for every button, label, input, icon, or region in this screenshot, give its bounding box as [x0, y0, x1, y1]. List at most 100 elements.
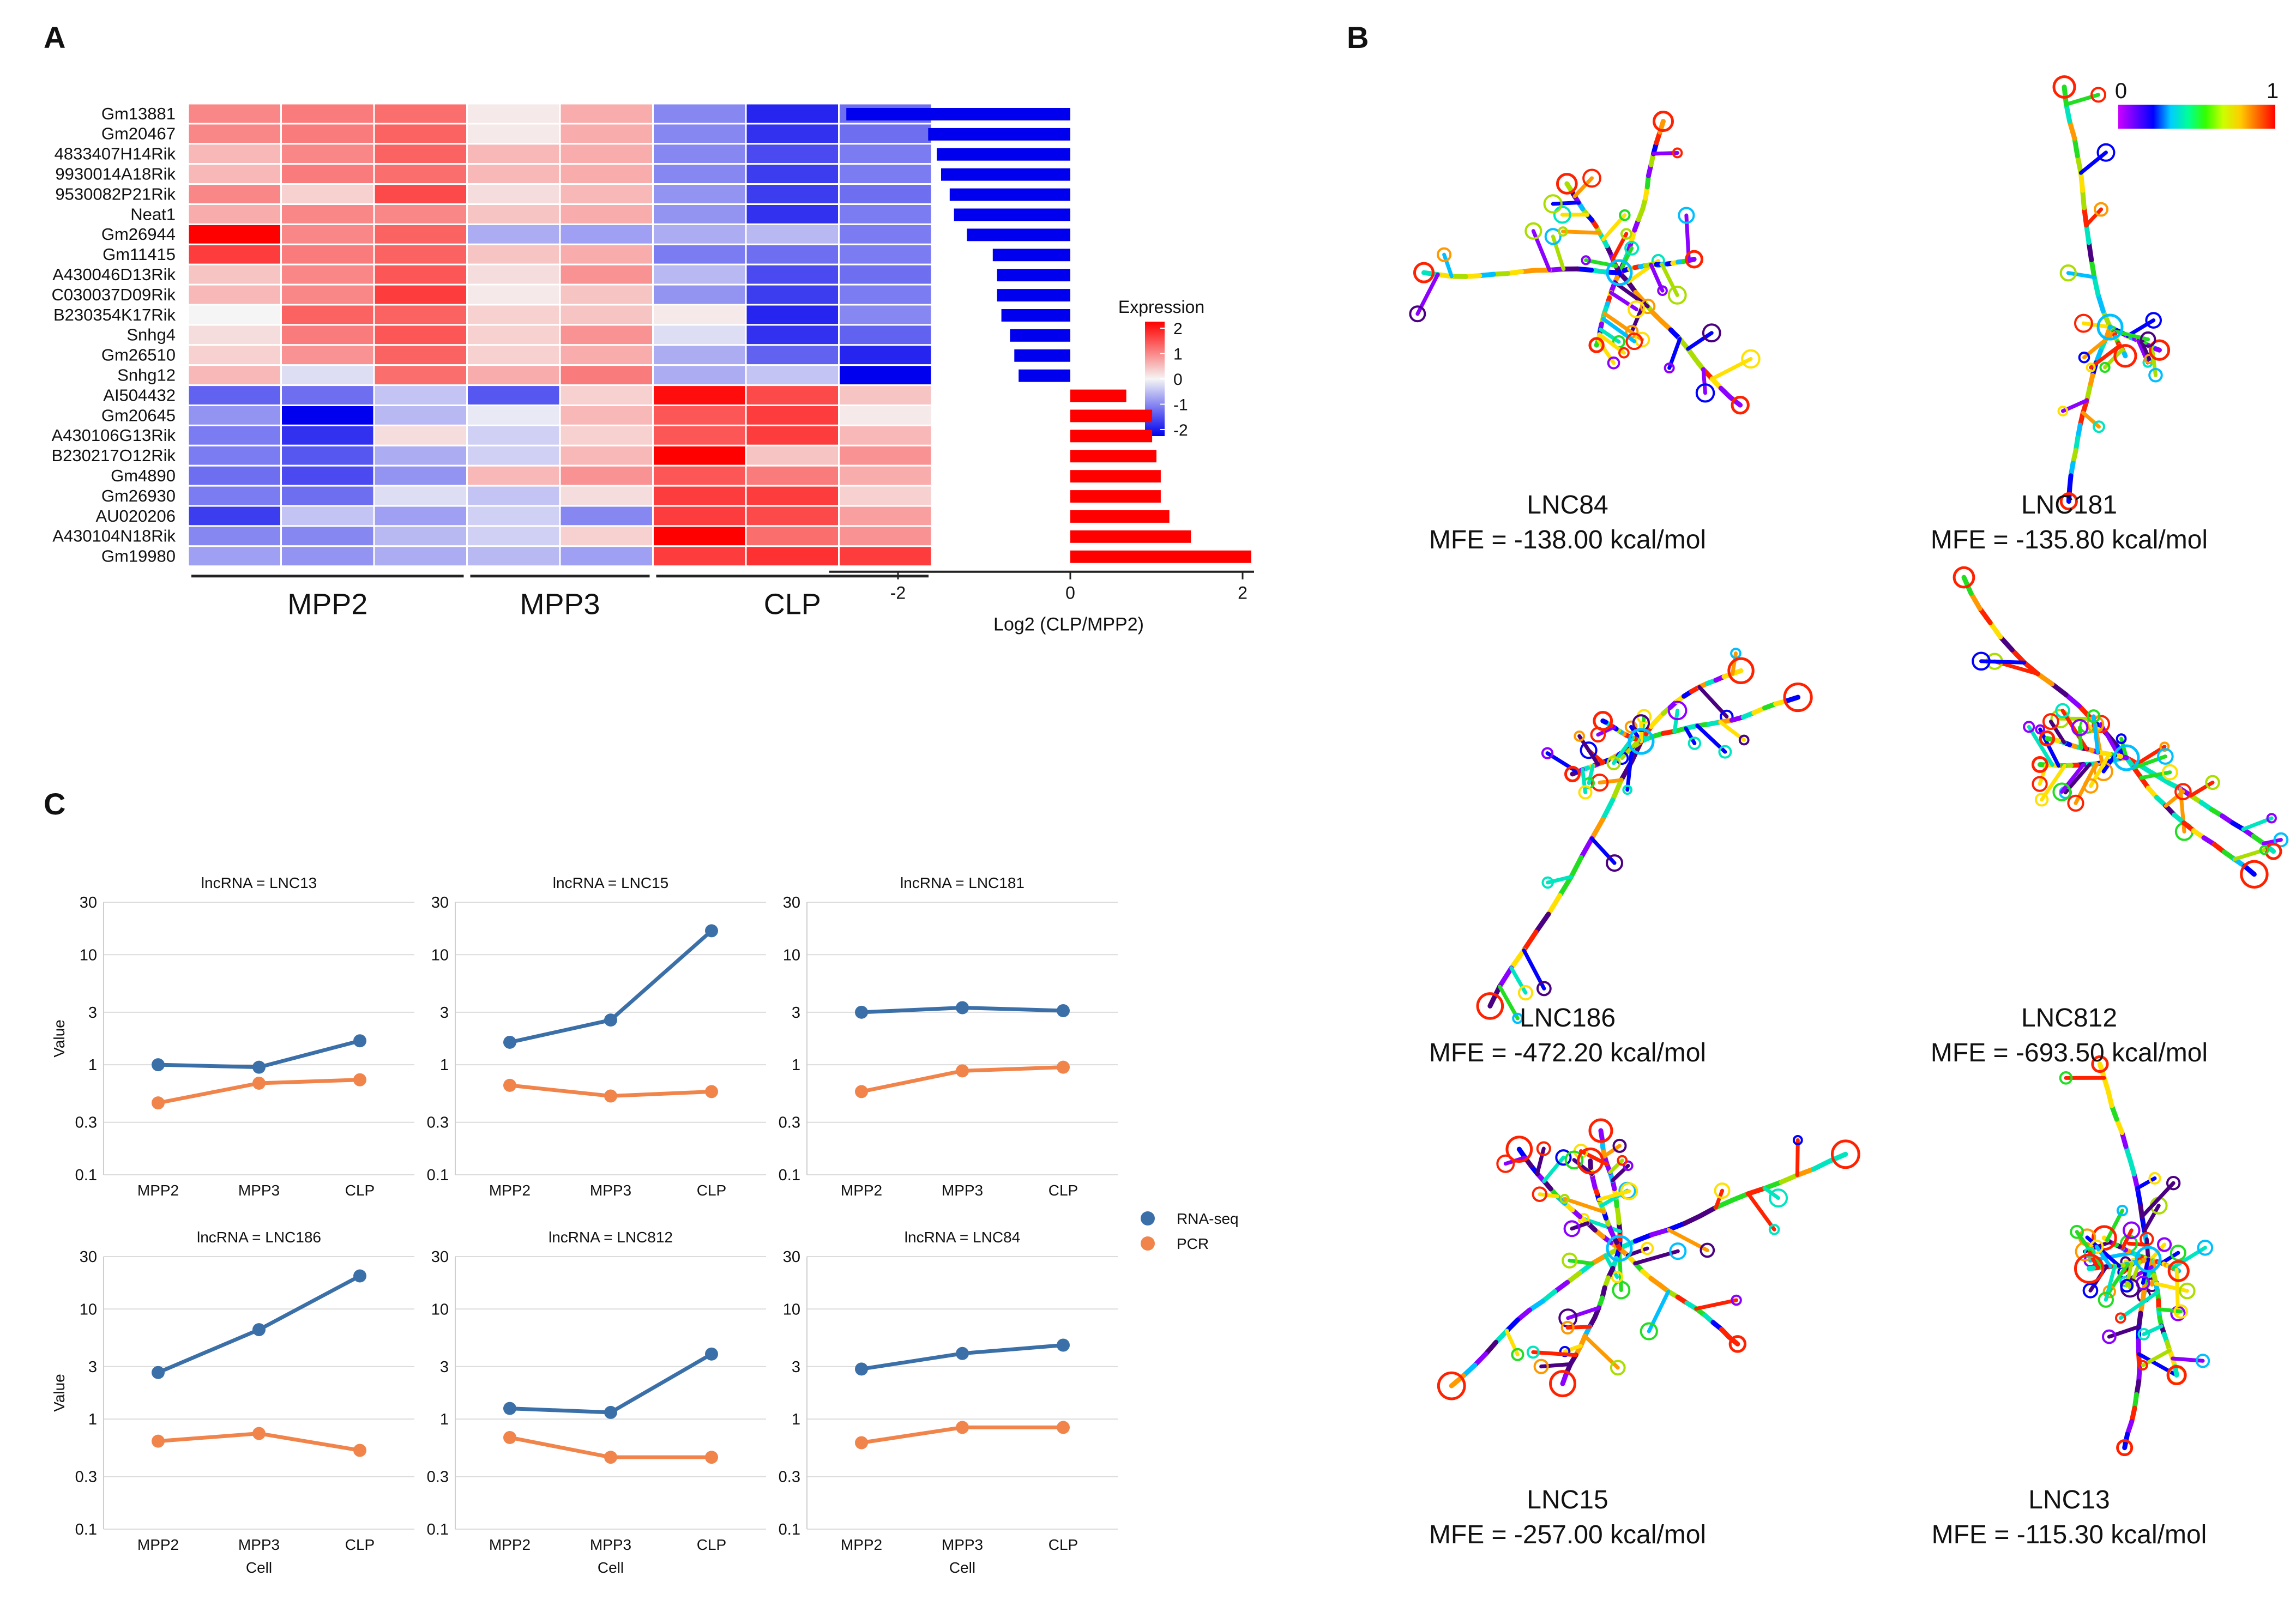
data-point: [503, 1035, 516, 1049]
heatmap-cell: [745, 324, 840, 346]
row-label: 9930014A18Rik: [55, 164, 176, 183]
structure-name: LNC84: [1527, 491, 1608, 520]
branch: [2084, 207, 2104, 227]
hairpin-loop: [1667, 701, 1688, 721]
branch: [1590, 836, 1617, 865]
stem-segment: [1515, 1307, 1532, 1323]
heatmap-cell: [559, 525, 654, 547]
y-tick-label: 0.1: [427, 1521, 449, 1538]
data-point: [956, 1001, 969, 1015]
hairpin-loop: [2070, 1224, 2084, 1239]
data-point: [956, 1347, 969, 1360]
y-tick-label: 30: [80, 1248, 97, 1266]
heatmap-cell: [652, 183, 747, 206]
heatmap-cell: [187, 545, 282, 567]
row-label: Gm26944: [101, 225, 176, 244]
branch: [2262, 838, 2283, 846]
row-label: B230354K17Rik: [53, 305, 176, 324]
branch: [1647, 1289, 1671, 1333]
y-tick-label: 3: [792, 1004, 800, 1022]
terminal-loop: [2148, 339, 2171, 361]
heatmap-cell: [745, 444, 840, 467]
heatmap-cell: [187, 384, 282, 406]
terminal-loop: [2167, 1260, 2190, 1282]
heatmap-cell: [652, 344, 747, 366]
heatmap-cell: [838, 283, 933, 306]
heatmap-cell: [838, 203, 933, 225]
hairpin-loop: [2083, 1246, 2096, 1259]
hairpin-loop: [1731, 1294, 1742, 1306]
group-label: MPP3: [520, 588, 600, 621]
heatmap-cell: [466, 223, 561, 245]
terminal-loop: [1652, 111, 1674, 132]
heatmap-cell: [745, 424, 840, 446]
terminal-loop: [2240, 860, 2269, 889]
heatmap-cell: [838, 444, 933, 467]
hairpin-loop: [1526, 1345, 1540, 1359]
structure-mfe: MFE = -115.30 kcal/mol: [1931, 1520, 2207, 1549]
hairpin-loop: [2197, 1240, 2214, 1256]
structure-label-lnc84: LNC84 MFE = -138.00 kcal/mol: [1349, 488, 1786, 558]
y-tick-label: 3: [88, 1359, 97, 1376]
heatmap-cell: [838, 545, 933, 567]
hairpin-loop: [1578, 785, 1593, 800]
branch: [2101, 753, 2117, 774]
legend-title: Expression: [1118, 297, 1204, 317]
data-point: [353, 1269, 366, 1283]
data-point: [152, 1366, 165, 1379]
hairpin-loop: [1624, 240, 1640, 256]
heatmap-cell: [466, 183, 561, 206]
x-tick-label: CLP: [697, 1182, 726, 1199]
stem-segment: [1998, 634, 2015, 653]
hairpin-loop: [1714, 1182, 1731, 1199]
stem-segment: [1568, 855, 1584, 880]
heatmap-cell: [466, 444, 561, 467]
data-point: [604, 1013, 617, 1027]
stem-segment: [1497, 965, 1514, 989]
branch: [2048, 720, 2066, 745]
branch: [2135, 745, 2167, 766]
row-label: B230217O12Rik: [52, 446, 176, 465]
y-tick-label: 3: [88, 1004, 97, 1022]
stem-segment: [1487, 984, 1502, 1009]
bar: [1070, 450, 1156, 463]
hairpin-loop: [1625, 333, 1643, 351]
branch: [1565, 1325, 1592, 1330]
branch: [2142, 1203, 2161, 1233]
hairpin-loop: [2055, 703, 2070, 719]
heatmap-cell: [745, 525, 840, 547]
bar-tick-label: 2: [1238, 583, 1248, 603]
heatmap-cell: [652, 404, 747, 426]
data-point: [604, 1089, 617, 1103]
stem-segment: [2122, 351, 2128, 359]
hairpin-loop: [2157, 748, 2174, 765]
line-facet-panel: lncRNA = LNC13 30 10 3 1 0.3 0.1 MPP2 MPP3 CLP Val…: [51, 874, 1239, 1576]
hairpin-loop: [1606, 854, 1624, 872]
terminal-loop: [1588, 1118, 1613, 1143]
hairpin-loop: [1634, 331, 1650, 348]
row-label: Gm26930: [101, 486, 176, 505]
heatmap-cell: [652, 505, 747, 527]
hairpin-loop: [1628, 300, 1646, 318]
heatmap-cell: [838, 223, 933, 245]
stem-segment: [1682, 1213, 1703, 1226]
y-tick-label: 30: [431, 894, 449, 911]
heatmap-cell: [373, 364, 468, 387]
hairpin-loop: [2083, 778, 2099, 794]
hairpin-loop: [2101, 1329, 2117, 1344]
data-point: [855, 1005, 868, 1019]
hairpin-loop: [1672, 147, 1683, 159]
stem-segment: [1557, 874, 1574, 898]
branch: [2064, 93, 2101, 107]
y-tick-label: 0.3: [779, 1469, 800, 1486]
hairpin-loop: [2140, 331, 2156, 348]
stem-segment: [2067, 119, 2077, 141]
stem-segment: [1504, 1317, 1520, 1334]
heatmap-cell: [559, 424, 654, 446]
facet-title: lncRNA = LNC186: [197, 1229, 321, 1246]
hairpin-loop: [1563, 1220, 1581, 1237]
hairpin-loop: [1582, 168, 1601, 188]
stem-segment: [1649, 1227, 1671, 1237]
bar: [937, 148, 1070, 161]
heatmap-cell: [373, 404, 468, 426]
